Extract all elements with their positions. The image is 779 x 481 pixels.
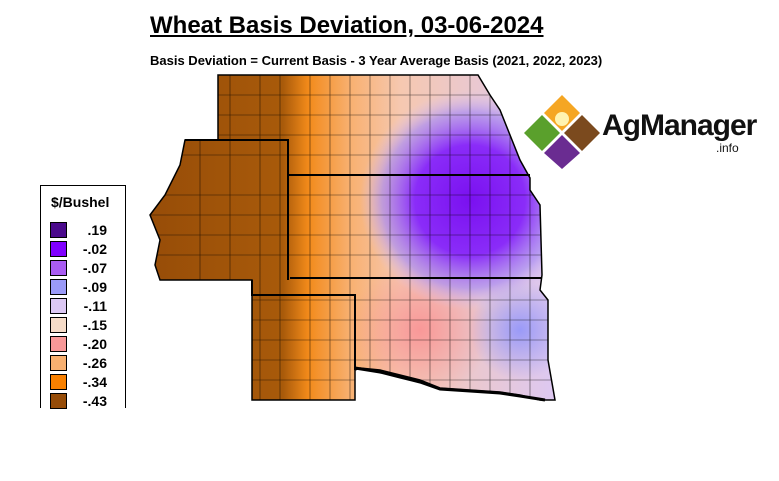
legend-item: -.15	[50, 315, 125, 334]
legend-label: -.34	[82, 373, 107, 390]
legend-swatch	[50, 392, 67, 409]
legend-label: -.11	[83, 297, 107, 314]
map-subtitle: Basis Deviation = Current Basis - 3 Year…	[150, 53, 603, 68]
map-fill	[150, 75, 555, 400]
legend-label: -.09	[82, 278, 107, 295]
agmanager-logo: AgManager .info	[522, 93, 757, 169]
legend-item: -.07	[50, 258, 125, 277]
legend-swatch	[50, 259, 67, 276]
legend-label: -.43	[82, 392, 107, 409]
legend-item: -.11	[50, 296, 125, 315]
legend-item: -.20	[50, 334, 125, 353]
legend-label: -.26	[82, 354, 107, 371]
legend-swatch	[50, 335, 67, 352]
legend-item: -.34	[50, 372, 125, 391]
legend-swatch	[50, 316, 67, 333]
legend-swatch	[50, 297, 67, 314]
legend-label: -.07	[82, 259, 107, 276]
legend-swatch	[50, 354, 67, 371]
county-lines	[150, 75, 555, 400]
legend-label: -.20	[82, 335, 107, 352]
legend-item: -.43	[50, 391, 125, 410]
legend-item: -.09	[50, 277, 125, 296]
legend-label: -.15	[82, 316, 107, 333]
legend-item: -.02	[50, 239, 125, 258]
legend-item: -.26	[50, 353, 125, 372]
logo-diamond-icon	[524, 95, 600, 169]
legend-title: $/Bushel	[51, 194, 110, 210]
legend-swatch	[50, 373, 67, 390]
legend-label: .19	[87, 221, 107, 238]
map-title: Wheat Basis Deviation, 03-06-2024	[150, 12, 544, 39]
logo-suffix: .info	[716, 141, 739, 155]
logo-name: AgManager	[602, 109, 757, 142]
legend-swatch	[50, 221, 67, 238]
legend: $/Bushel .19 -.02 -.07 -.09 -.11 -.15 -.20 -.26…	[40, 185, 126, 410]
legend-swatch	[50, 240, 67, 257]
legend-label: -.02	[82, 240, 107, 257]
legend-swatch	[50, 278, 67, 295]
legend-item: .19	[50, 220, 125, 239]
state-boundaries	[149, 74, 556, 402]
